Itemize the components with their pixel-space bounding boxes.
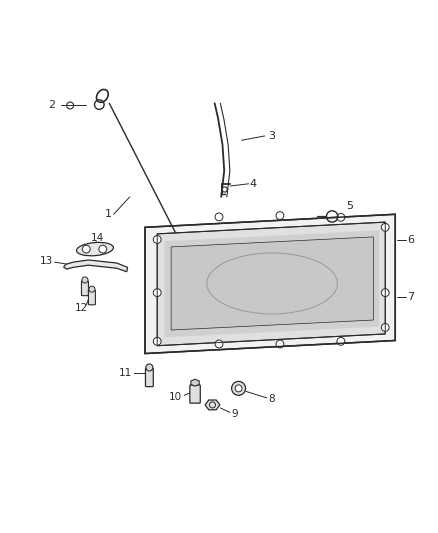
Circle shape: [99, 245, 107, 253]
Circle shape: [337, 337, 345, 345]
Circle shape: [153, 289, 161, 296]
Polygon shape: [64, 260, 127, 272]
Circle shape: [276, 340, 284, 348]
Circle shape: [337, 213, 345, 221]
Polygon shape: [171, 237, 374, 330]
Polygon shape: [157, 222, 385, 346]
Text: 11: 11: [119, 368, 132, 378]
Text: 8: 8: [268, 394, 275, 404]
Ellipse shape: [77, 243, 113, 256]
Polygon shape: [165, 230, 379, 337]
Text: 14: 14: [91, 233, 104, 243]
Circle shape: [82, 245, 90, 253]
Text: 7: 7: [407, 292, 414, 302]
Circle shape: [276, 212, 284, 220]
Circle shape: [232, 382, 246, 395]
Circle shape: [82, 277, 88, 283]
Text: 5: 5: [346, 200, 353, 211]
Circle shape: [381, 223, 389, 231]
Circle shape: [215, 340, 223, 348]
Text: 9: 9: [231, 409, 237, 418]
Text: 3: 3: [268, 131, 275, 141]
FancyBboxPatch shape: [145, 368, 153, 386]
FancyBboxPatch shape: [81, 281, 88, 296]
Text: 12: 12: [75, 303, 88, 313]
Text: 1: 1: [105, 209, 112, 219]
Circle shape: [153, 236, 161, 244]
Text: 6: 6: [407, 236, 414, 245]
Circle shape: [153, 337, 161, 345]
Text: 2: 2: [48, 100, 55, 110]
Circle shape: [146, 364, 153, 371]
Polygon shape: [205, 400, 220, 410]
Text: 13: 13: [39, 256, 53, 266]
Circle shape: [381, 289, 389, 296]
Circle shape: [381, 324, 389, 332]
Circle shape: [215, 213, 223, 221]
FancyBboxPatch shape: [190, 385, 200, 403]
Text: 10: 10: [169, 392, 182, 402]
Text: 4: 4: [250, 179, 257, 189]
Circle shape: [235, 385, 242, 392]
Circle shape: [89, 286, 95, 292]
Polygon shape: [145, 214, 395, 353]
FancyBboxPatch shape: [88, 290, 95, 305]
Polygon shape: [191, 379, 199, 386]
